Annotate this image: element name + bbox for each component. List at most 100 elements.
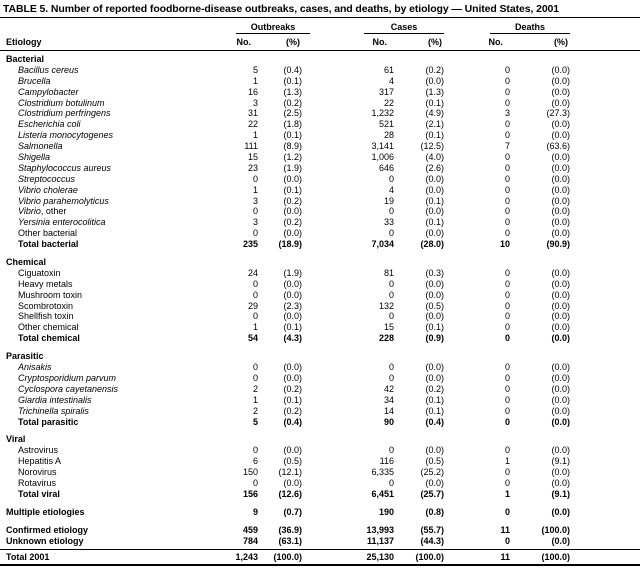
outbreaks-pct-cell: (0.0) [283, 445, 302, 456]
etiology-label: Staphylococcus aureus [0, 163, 232, 174]
etiology-label: Other chemical [0, 322, 232, 333]
etiology-label: Vibrio, other [0, 206, 232, 217]
etiology-name-regular: Scombrotoxin [18, 300, 74, 311]
deaths-pct-cell: (0.0) [551, 467, 570, 478]
deaths-pct-cell: (0.0) [551, 184, 570, 195]
deaths-pct-cell: (0.0) [551, 195, 570, 206]
etiology-name-italic: Campylobacter [18, 86, 79, 97]
outbreaks-no-cell: 31 [247, 108, 258, 119]
etiology-name-regular: Total viral [18, 488, 60, 499]
etiology-label: Vibrio cholerae [0, 185, 232, 196]
deaths-no-cell: 0 [504, 311, 510, 322]
deaths-no-cell: 0 [504, 75, 510, 86]
total-row: Total chemical 54 (4.3) 228 (0.9) 0 (0.0) [0, 333, 640, 344]
outbreaks-pct-cell: (0.0) [283, 278, 302, 289]
outbreaks-pct-cell: (1.3) [283, 86, 302, 97]
cases-pct-cell: (0.0) [425, 445, 444, 456]
etiology-label: Streptococcus [0, 174, 232, 185]
etiology-name-regular: Multiple etiologies [6, 506, 85, 517]
etiology-name-italic: Bacillus cereus [18, 64, 79, 75]
deaths-no-cell: 0 [504, 535, 510, 546]
table-header: Outbreaks Cases Deaths Etiology No. (%) … [0, 18, 640, 51]
etiology-row: Cryptosporidium parvum 0 (0.0) 0 (0.0) 0 (0.0) [0, 373, 640, 384]
etiology-row: Shigella 15 (1.2) 1,006 (4.0) 0 (0.0) [0, 152, 640, 163]
etiology-row: Hepatitis A 6 (0.5) 116 (0.5) 1 (9.1) [0, 456, 640, 467]
outbreaks-pct-cell: (12.1) [278, 467, 302, 478]
cases-pct-cell: (0.0) [425, 289, 444, 300]
deaths-no-cell: 0 [504, 445, 510, 456]
etiology-label: Other bacterial [0, 228, 232, 239]
outbreaks-pct-cell: (0.1) [283, 322, 302, 333]
etiology-row: Heavy metals 0 (0.0) 0 (0.0) 0 (0.0) [0, 279, 640, 290]
cases-no-header: No. [372, 37, 388, 47]
cases-no-cell: 6,335 [371, 467, 394, 478]
column-group-deaths: Deaths [490, 21, 570, 34]
outbreaks-pct-cell: (0.0) [283, 362, 302, 373]
cases-no-cell: 11,137 [366, 535, 394, 546]
etiology-label: Total 2001 [0, 550, 232, 564]
etiology-name-regular: Confirmed etiology [6, 524, 89, 535]
confirmed-etiology-row: Confirmed etiology 459 (36.9) 13,993 (55.7) 1… [0, 525, 640, 536]
deaths-pct-cell: (0.0) [551, 372, 570, 383]
etiology-row: Campylobacter 16 (1.3) 317 (1.3) 0 (0.0) [0, 87, 640, 98]
outbreaks-no-cell: 111 [244, 141, 258, 152]
etiology-name-regular: Total 2001 [6, 552, 50, 563]
multiple-etiologies-row: Multiple etiologies 9 (0.7) 190 (0.8) 0 (0.0) [0, 507, 640, 518]
outbreaks-pct-cell: (0.0) [283, 173, 302, 184]
etiology-name-regular: Shellfish toxin [18, 311, 74, 322]
outbreaks-no-cell: 784 [242, 535, 258, 546]
outbreaks-no-cell: 0 [252, 372, 258, 383]
deaths-no-header: No. [488, 37, 504, 47]
etiology-label: Salmonella [0, 141, 232, 152]
etiology-row: Other bacterial 0 (0.0) 0 (0.0) 0 (0.0) [0, 228, 640, 239]
outbreaks-no-cell: 0 [252, 362, 258, 373]
outbreaks-no-cell: 459 [242, 524, 258, 535]
outbreaks-pct-cell: (0.2) [283, 383, 302, 394]
deaths-pct-cell: (0.0) [551, 206, 570, 217]
outbreaks-pct-cell: (4.3) [283, 333, 302, 344]
deaths-no-cell: 0 [504, 394, 510, 405]
etiology-row: Mushroom toxin 0 (0.0) 0 (0.0) 0 (0.0) [0, 290, 640, 301]
deaths-pct-cell: (27.3) [546, 108, 570, 119]
column-headers-row: Etiology No. (%) No. (%) No. (%) [0, 37, 640, 48]
etiology-label: Clostridium perfringens [0, 108, 232, 119]
cases-no-cell: 90 [383, 416, 394, 427]
cases-pct-cell: (0.2) [425, 383, 444, 394]
deaths-pct-cell: (0.0) [551, 119, 570, 130]
deaths-no-cell: 1 [504, 488, 510, 499]
cases-no-cell: 3,141 [371, 141, 394, 152]
deaths-pct-cell: (0.0) [551, 416, 570, 427]
deaths-no-cell: 0 [504, 477, 510, 488]
deaths-no-cell: 0 [504, 184, 510, 195]
cases-pct-cell: (25.2) [420, 467, 444, 478]
etiology-row: Staphylococcus aureus 23 (1.9) 646 (2.6) 0 (0.… [0, 163, 640, 174]
outbreaks-pct-cell: (100.0) [273, 552, 302, 563]
outbreaks-pct-cell: (0.7) [283, 506, 302, 517]
outbreaks-no-cell: 22 [247, 119, 258, 130]
outbreaks-no-cell: 1 [252, 184, 258, 195]
etiology-label: Scombrotoxin [0, 301, 232, 312]
deaths-no-cell: 0 [504, 97, 510, 108]
etiology-name-italic: Salmonella [18, 141, 63, 152]
outbreaks-pct-cell: (0.4) [283, 416, 302, 427]
etiology-name-regular: Total bacterial [18, 239, 79, 250]
outbreaks-pct-cell: (0.4) [283, 64, 302, 75]
deaths-no-cell: 0 [504, 333, 510, 344]
etiology-name-regular: Astrovirus [18, 445, 59, 456]
etiology-row: Astrovirus 0 (0.0) 0 (0.0) 0 (0.0) [0, 445, 640, 456]
cases-pct-cell: (0.5) [425, 300, 444, 311]
cases-no-cell: 0 [388, 477, 394, 488]
cases-pct-header: (%) [428, 37, 442, 47]
etiology-name-italic: Shigella [18, 152, 51, 163]
deaths-pct-cell: (0.0) [551, 300, 570, 311]
cases-no-cell: 34 [383, 394, 394, 405]
total-row: Total parasitic 5 (0.4) 90 (0.4) 0 (0.0) [0, 417, 640, 428]
deaths-pct-cell: (0.0) [551, 97, 570, 108]
deaths-pct-cell: (90.9) [546, 239, 570, 250]
deaths-pct-cell: (0.0) [551, 322, 570, 333]
outbreaks-no-cell: 54 [247, 333, 258, 344]
deaths-no-cell: 11 [500, 552, 510, 563]
etiology-row: Vibrio parahemolyticus 3 (0.2) 19 (0.1) 0 (0.0… [0, 196, 640, 207]
cases-no-cell: 14 [383, 405, 394, 416]
outbreaks-pct-cell: (8.9) [283, 141, 302, 152]
